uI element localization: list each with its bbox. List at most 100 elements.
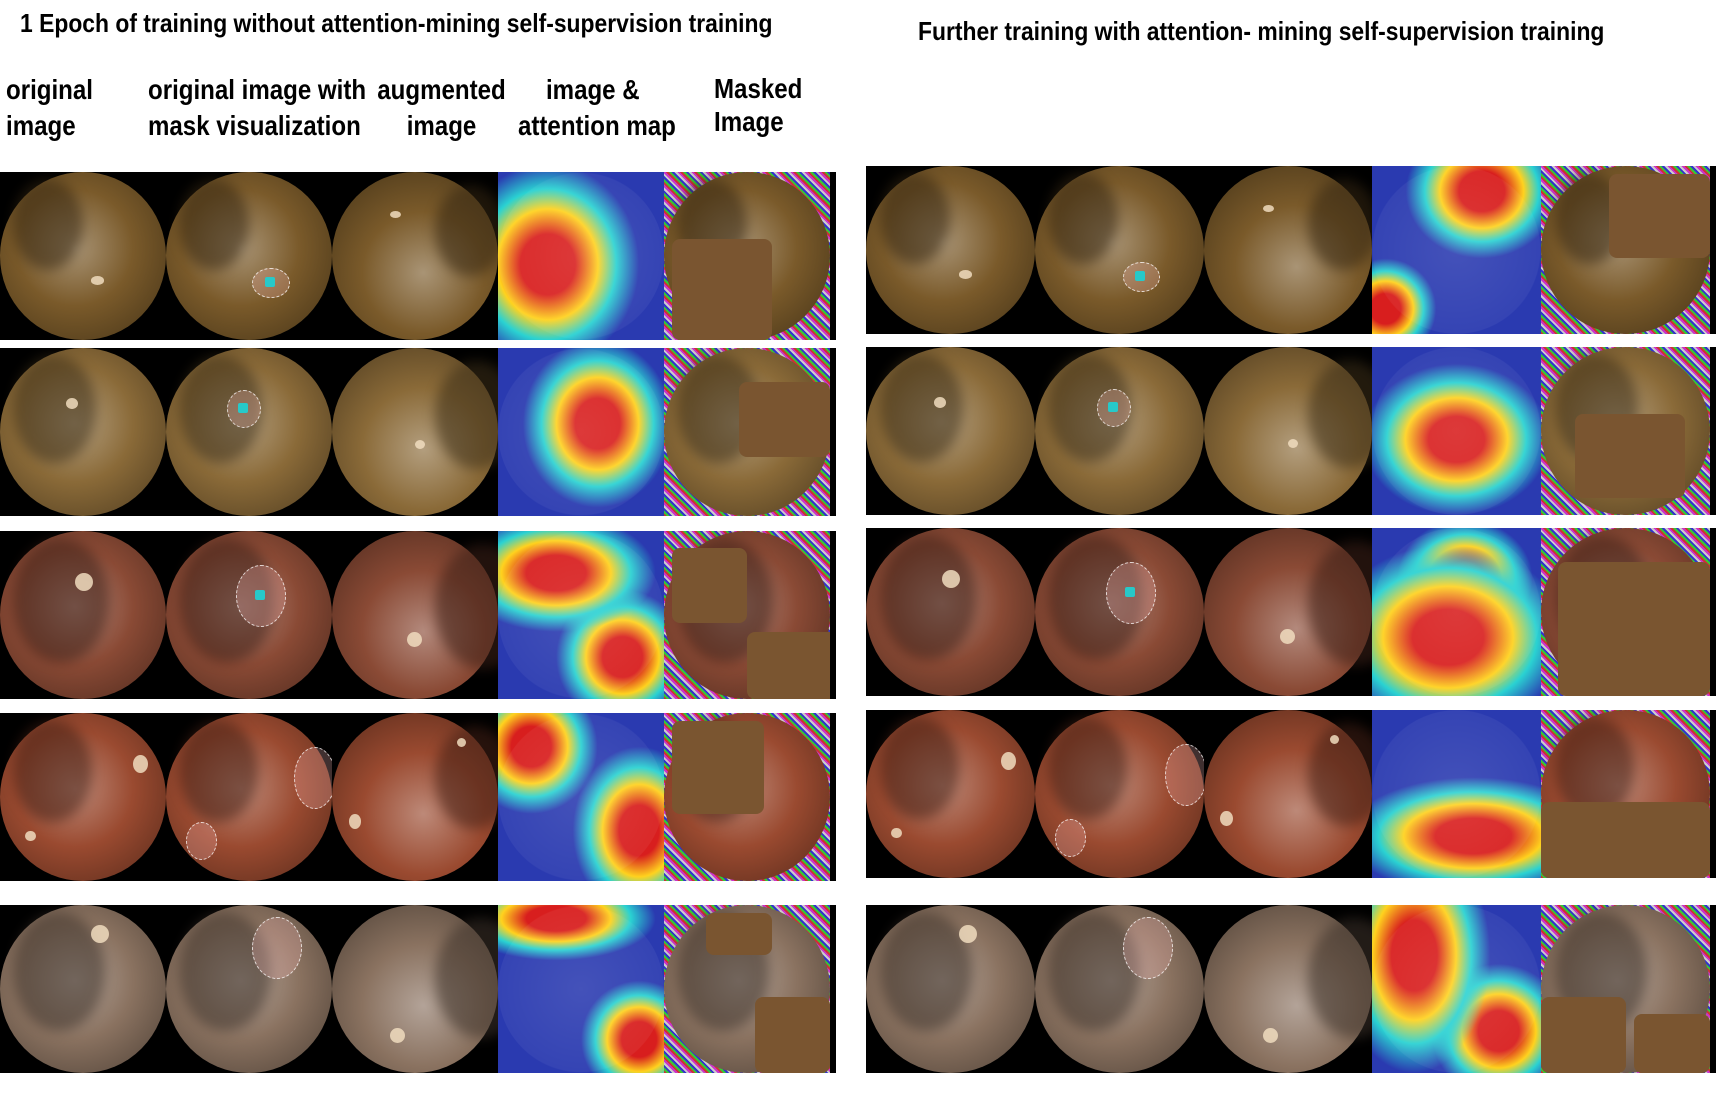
left-panel-row-4 — [0, 713, 836, 881]
masked-region — [1608, 174, 1710, 259]
masked-image-cell — [1541, 166, 1710, 334]
masked-image-cell — [664, 713, 830, 881]
tissue-fold — [1308, 723, 1373, 827]
augmented-image-cell — [332, 172, 498, 340]
mask-outline — [293, 746, 332, 809]
masked-image-cell — [664, 348, 830, 516]
mask-outline — [1055, 819, 1086, 858]
right-panel-row-1 — [866, 166, 1716, 334]
attention-heatmap — [1372, 347, 1542, 515]
mask-visualization-cell — [166, 531, 332, 699]
tissue-fold — [434, 726, 498, 830]
mask-outline — [252, 916, 303, 979]
mask-outline — [185, 822, 217, 861]
attention-heatmap — [1372, 528, 1542, 696]
masked-region — [1574, 414, 1685, 499]
original-image-cell — [0, 905, 166, 1073]
masked-region — [705, 913, 772, 956]
mask-visualization-cell — [1034, 166, 1204, 334]
tissue-fold — [13, 537, 110, 663]
augmented-image-cell — [1203, 347, 1373, 515]
mask-center-marker — [1135, 270, 1146, 281]
masked-region — [747, 631, 830, 699]
lesion — [24, 830, 36, 842]
augmented-image-cell — [332, 348, 498, 516]
left-panel-title: 1 Epoch of training without attention-mi… — [20, 8, 773, 38]
masked-image-cell — [1541, 347, 1710, 515]
lesion — [1279, 628, 1295, 644]
augmented-image-cell — [332, 905, 498, 1073]
attention-heatmap — [498, 713, 664, 881]
mask-center-marker — [254, 589, 265, 600]
tissue-fold — [1308, 179, 1373, 271]
lesion — [1262, 1027, 1278, 1043]
attention-overlay-disk — [498, 905, 664, 1073]
col-label-original-image: original image — [6, 72, 93, 144]
mask-visualization-cell — [166, 905, 332, 1073]
attention-heatmap — [498, 531, 664, 699]
right-panel-row-2 — [866, 347, 1716, 515]
attention-overlay-disk — [1372, 710, 1542, 878]
lesion — [132, 755, 148, 773]
tissue-fold — [1308, 360, 1373, 469]
masked-region — [755, 997, 830, 1073]
attention-map-cell — [1372, 166, 1542, 334]
tissue-fold — [13, 911, 106, 1032]
attention-overlay-disk — [498, 172, 664, 340]
tissue-fold — [879, 911, 972, 1032]
tissue-fold — [1308, 918, 1373, 1039]
mask-visualization-cell — [1034, 905, 1204, 1073]
attention-overlay-disk — [1372, 166, 1542, 334]
lesion — [941, 570, 960, 588]
mask-center-marker — [1108, 402, 1119, 412]
original-image-cell — [866, 905, 1035, 1073]
augmented-image-cell — [1203, 528, 1373, 696]
col-label-line: attention map — [518, 110, 676, 141]
tissue-fold — [879, 716, 959, 820]
attention-map-cell — [1372, 710, 1542, 878]
mask-outline — [1164, 743, 1204, 806]
tissue-fold — [1048, 911, 1141, 1032]
masked-region — [672, 547, 747, 624]
attention-map-cell — [498, 531, 664, 699]
right-panel-title: Further training with attention- mining … — [918, 16, 1605, 46]
tissue-fold — [179, 719, 259, 823]
tissue-fold — [879, 353, 963, 462]
original-image-cell — [866, 347, 1035, 515]
col-label-line: Masked — [714, 73, 803, 104]
attention-heatmap — [1372, 710, 1542, 878]
lesion — [456, 738, 466, 748]
tissue-fold — [1048, 172, 1119, 264]
lesion — [958, 270, 973, 279]
tissue-fold — [179, 178, 250, 270]
lesion — [933, 397, 946, 409]
original-image-cell — [866, 710, 1035, 878]
original-image-cell — [0, 531, 166, 699]
attention-overlay-disk — [1372, 905, 1542, 1073]
original-image-cell — [0, 348, 166, 516]
masked-region — [1634, 1014, 1710, 1073]
tissue-fold — [13, 719, 93, 823]
col-label-line: original image with — [148, 74, 367, 105]
mask-visualization-cell — [1034, 528, 1204, 696]
masked-image-cell — [1541, 905, 1710, 1073]
attention-heatmap — [1372, 166, 1542, 334]
left-panel-row-5 — [0, 905, 836, 1073]
right-panel-row-4 — [866, 710, 1716, 878]
left-panel-row-2 — [0, 348, 836, 516]
lesion — [390, 210, 402, 218]
lesion — [415, 440, 425, 450]
mask-center-marker — [264, 276, 275, 287]
augmented-image-cell — [332, 531, 498, 699]
tissue-fold — [13, 354, 97, 463]
attention-overlay-disk — [498, 713, 664, 881]
masked-region — [738, 381, 830, 458]
lesion — [1287, 439, 1298, 449]
col-label-line: Image — [714, 106, 784, 137]
augmented-image-cell — [1203, 710, 1373, 878]
attention-map-cell — [1372, 347, 1542, 515]
attention-heatmap — [498, 348, 664, 516]
masked-image-cell — [1541, 528, 1710, 696]
masked-region — [1558, 561, 1710, 696]
attention-heatmap — [498, 905, 664, 1073]
